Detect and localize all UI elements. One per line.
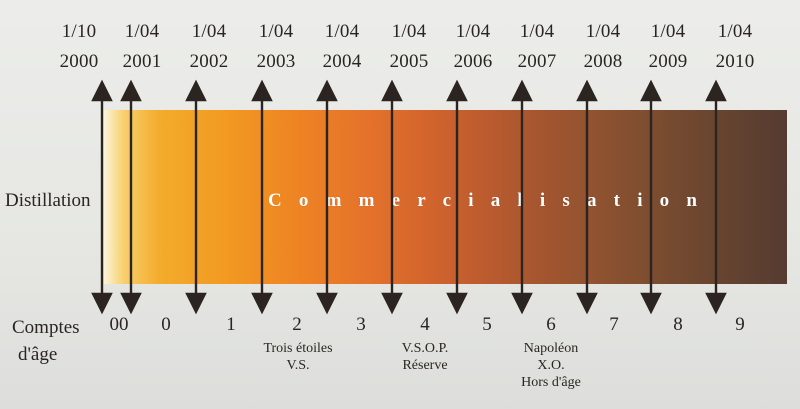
quality-line: Hors d'âge [521,375,581,390]
compte-1: 1 [226,314,236,335]
quality-line: Napoléon [523,341,579,356]
date-year: 2008 [583,51,623,72]
comptes-dage-label: Comptes d'âge [12,314,80,368]
quality-vsop: V.S.O.P. Réserve [370,340,480,374]
compte-5: 5 [482,314,492,335]
date-column-2003: 1/04 2003 [241,17,311,77]
compte-7: 7 [609,314,619,335]
compte-9: 9 [735,314,745,335]
date-year: 2000 [59,51,99,72]
date-year: 2010 [715,51,755,72]
compte-3: 3 [356,314,366,335]
quality-line: Trois étoiles [263,341,333,356]
date-day: 1/04 [455,21,491,42]
date-year: 2006 [453,51,493,72]
date-day: 1/04 [717,21,753,42]
date-column-2002: 1/04 2002 [174,17,244,77]
date-day: 1/04 [324,21,360,42]
date-year: 2009 [648,51,688,72]
aging-color-gradient-bar [104,110,787,284]
date-column-2010: 1/04 2010 [700,17,770,77]
date-year: 2007 [517,51,557,72]
comptes-label-line1: Comptes [12,317,80,338]
date-day: 1/10 [61,21,97,42]
date-day: 1/04 [124,21,160,42]
date-column-2006: 1/04 2006 [438,17,508,77]
date-day: 1/04 [585,21,621,42]
compte-6: 6 [546,314,556,335]
date-day: 1/04 [391,21,427,42]
date-year: 2001 [122,51,162,72]
date-year: 2004 [322,51,362,72]
date-column-2009: 1/04 2009 [633,17,703,77]
date-day: 1/04 [519,21,555,42]
compte-0: 0 [161,314,171,335]
date-column-2000: 1/10 2000 [44,17,114,77]
date-column-2004: 1/04 2004 [307,17,377,77]
quality-line: V.S.O.P. [401,341,449,356]
date-column-2008: 1/04 2008 [568,17,638,77]
compte-2: 2 [292,314,302,335]
quality-xo: Napoléon X.O. Hors d'âge [496,340,606,391]
date-day: 1/04 [191,21,227,42]
compte-00: 00 [109,314,129,335]
date-day: 1/04 [258,21,294,42]
date-column-2007: 1/04 2007 [502,17,572,77]
date-year: 2003 [256,51,296,72]
date-column-2001: 1/04 2001 [107,17,177,77]
distillation-label: Distillation [5,190,91,211]
date-day: 1/04 [650,21,686,42]
quality-line: X.O. [537,358,565,373]
quality-vs: Trois étoiles V.S. [243,340,353,374]
compte-8: 8 [673,314,683,335]
compte-4: 4 [420,314,430,335]
quality-line: V.S. [286,358,310,373]
date-year: 2002 [189,51,229,72]
date-year: 2005 [389,51,429,72]
quality-line: Réserve [402,358,448,373]
date-column-2005: 1/04 2005 [374,17,444,77]
comptes-label-line2: d'âge [18,344,58,365]
